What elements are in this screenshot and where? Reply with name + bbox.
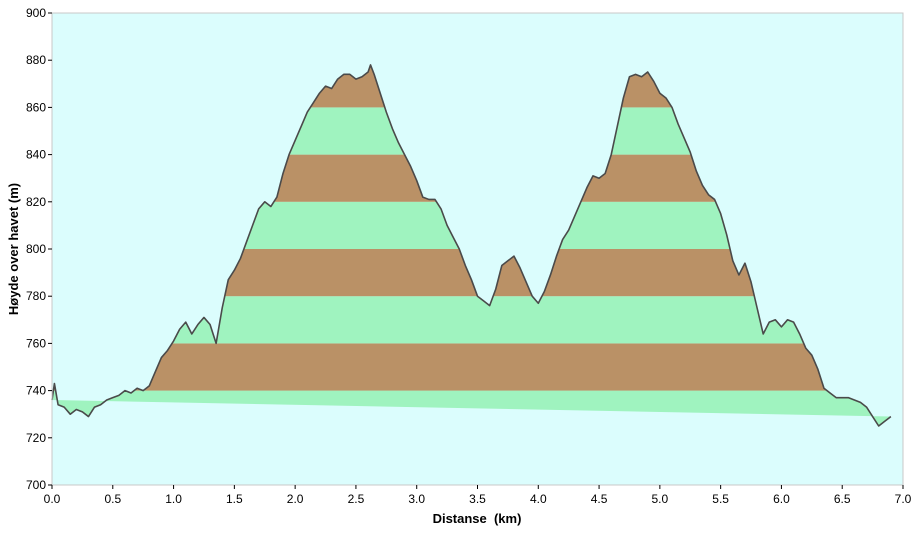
elevation-profile-line xyxy=(51,64,892,427)
y-axis-label: Høyde over havet (m) xyxy=(6,183,21,315)
x-tick-label: 5.5 xyxy=(712,492,729,506)
x-tick-label: 7.0 xyxy=(895,492,912,506)
y-tick-label: 780 xyxy=(26,289,46,303)
y-tick-label: 880 xyxy=(26,53,46,67)
x-axis-ticks: 0.0 0.5 1.0 1.5 2.0 2.5 3.0 3.5 4.0 4.5 5.0 5.5 6.0 6… xyxy=(44,485,912,506)
y-tick-label: 900 xyxy=(26,6,46,20)
y-tick-label: 800 xyxy=(26,242,46,256)
x-tick-label: 3.5 xyxy=(469,492,486,506)
x-tick-label: 6.0 xyxy=(773,492,790,506)
y-tick-label: 720 xyxy=(26,431,46,445)
x-axis-label: Distanse (km) xyxy=(433,511,522,526)
y-tick-label: 820 xyxy=(26,195,46,209)
x-tick-label: 5.0 xyxy=(652,492,669,506)
x-tick-label: 4.0 xyxy=(530,492,547,506)
elevation-band xyxy=(52,343,891,391)
x-tick-label: 0.0 xyxy=(44,492,61,506)
x-tick-label: 2.5 xyxy=(348,492,365,506)
x-tick-label: 1.0 xyxy=(165,492,182,506)
x-tick-label: 6.5 xyxy=(834,492,851,506)
y-tick-label: 700 xyxy=(26,478,46,492)
y-tick-label: 840 xyxy=(26,148,46,162)
y-tick-label: 860 xyxy=(26,100,46,114)
x-tick-label: 0.5 xyxy=(104,492,121,506)
x-tick-label: 1.5 xyxy=(226,492,243,506)
x-tick-label: 4.5 xyxy=(591,492,608,506)
y-tick-label: 740 xyxy=(26,384,46,398)
x-tick-label: 3.0 xyxy=(408,492,425,506)
y-axis-ticks: 700 720 740 760 780 800 820 840 860 880 900 xyxy=(26,6,52,492)
y-tick-label: 760 xyxy=(26,336,46,350)
x-tick-label: 2.0 xyxy=(287,492,304,506)
